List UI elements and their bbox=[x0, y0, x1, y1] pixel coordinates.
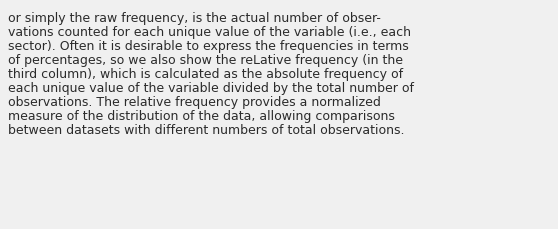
Text: vations counted for each unique value of the variable (i.e., each: vations counted for each unique value of… bbox=[8, 26, 411, 39]
Text: measure of the distribution of the data, allowing comparisons: measure of the distribution of the data,… bbox=[8, 109, 395, 123]
Text: third column), which is calculated as the absolute frequency of: third column), which is calculated as th… bbox=[8, 68, 403, 81]
Text: each unique value of the variable divided by the total number of: each unique value of the variable divide… bbox=[8, 82, 414, 95]
Text: sector). Often it is desirable to express the frequencies in terms: sector). Often it is desirable to expres… bbox=[8, 40, 409, 53]
Text: between datasets with different numbers of total observations.: between datasets with different numbers … bbox=[8, 123, 405, 136]
Text: or simply the raw frequency, is the actual number of obser-: or simply the raw frequency, is the actu… bbox=[8, 12, 381, 25]
Text: observations. The relative frequency provides a normalized: observations. The relative frequency pro… bbox=[8, 95, 381, 109]
Text: of percentages, so we also show the reLative frequency (in the: of percentages, so we also show the reLa… bbox=[8, 54, 403, 67]
